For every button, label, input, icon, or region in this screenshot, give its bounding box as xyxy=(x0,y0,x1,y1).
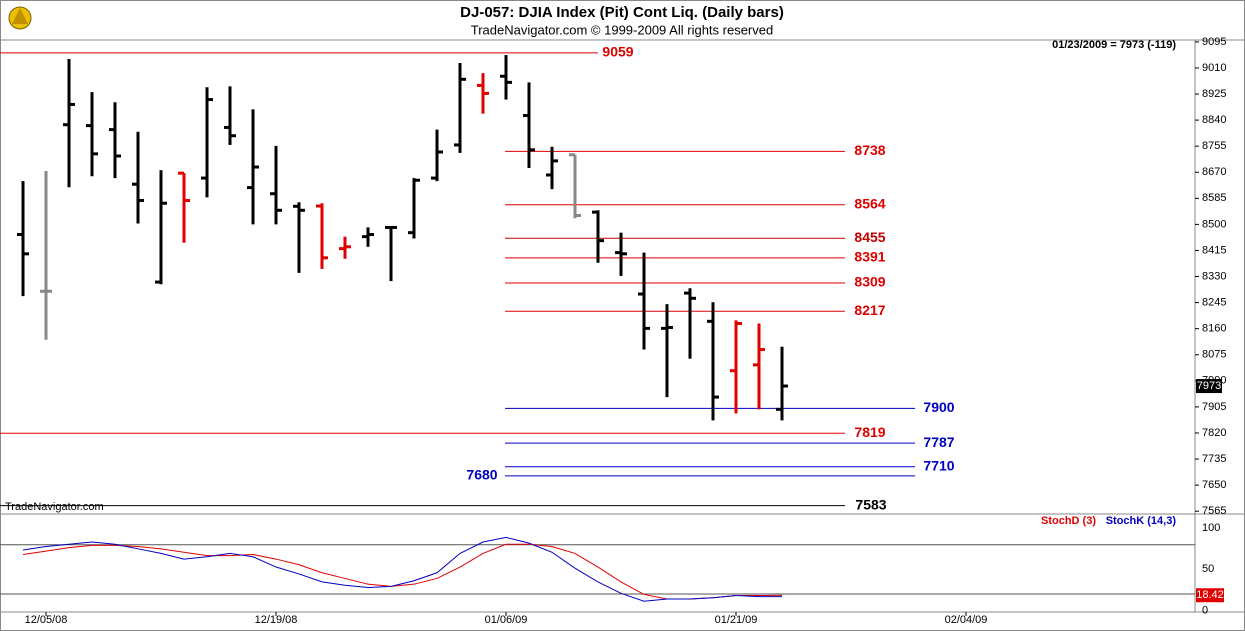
level-label: 7680 xyxy=(466,467,497,483)
legend-entry: StochK (14,3) xyxy=(1106,515,1177,527)
y-tick-label: 100 xyxy=(1202,522,1220,534)
chart-title: DJ-057: DJIA Index (Pit) Cont Liq. (Dail… xyxy=(460,4,784,21)
level-label: 7819 xyxy=(854,424,885,440)
x-tick-label: 01/21/09 xyxy=(715,614,758,626)
y-tick-label: 8075 xyxy=(1202,349,1226,361)
logo xyxy=(8,6,32,30)
y-tick-label: 7565 xyxy=(1202,505,1226,517)
y-tick-label: 7735 xyxy=(1202,453,1226,465)
y-tick-label: 8670 xyxy=(1202,166,1226,178)
y-tick-label: 8755 xyxy=(1202,140,1226,152)
y-tick-label: 8160 xyxy=(1202,323,1226,335)
x-tick-label: 02/04/09 xyxy=(945,614,988,626)
x-tick-label: 12/05/08 xyxy=(25,614,68,626)
y-tick-label: 8330 xyxy=(1202,270,1226,282)
y-tick-label: 9095 xyxy=(1202,36,1226,48)
price-box-label: 7973 xyxy=(1197,380,1221,392)
legend-entry: StochD (3) xyxy=(1041,515,1096,527)
level-label: 7900 xyxy=(923,399,954,415)
y-tick-label: 8245 xyxy=(1202,297,1226,309)
y-tick-label: 50 xyxy=(1202,563,1214,575)
level-label: 8391 xyxy=(854,249,885,265)
y-tick-label: 8585 xyxy=(1202,192,1226,204)
level-label: 7787 xyxy=(923,434,954,450)
price-info: 01/23/2009 = 7973 (-119) xyxy=(1052,39,1176,51)
y-tick-label: 8925 xyxy=(1202,88,1226,100)
y-tick-label: 8500 xyxy=(1202,218,1226,230)
level-label: 9059 xyxy=(602,44,633,60)
level-label: 8217 xyxy=(854,302,885,318)
y-tick-label: 7820 xyxy=(1202,427,1226,439)
level-label: 7583 xyxy=(855,496,886,512)
value-box-label: 18.42 xyxy=(1196,589,1224,601)
level-label: 8309 xyxy=(854,274,885,290)
y-tick-label: 7650 xyxy=(1202,479,1226,491)
x-tick-label: 12/19/08 xyxy=(255,614,298,626)
level-label: 7710 xyxy=(923,457,954,473)
level-label: 8738 xyxy=(854,142,885,158)
stoch-line xyxy=(22,536,782,602)
level-label: 8564 xyxy=(854,195,885,211)
price-box xyxy=(1196,379,1222,394)
value-box xyxy=(1196,588,1224,603)
y-tick-label: 8415 xyxy=(1202,244,1226,256)
y-tick-label: 7905 xyxy=(1202,401,1226,413)
y-tick-label: 9010 xyxy=(1202,62,1226,74)
watermark: TradeNavigator.com xyxy=(5,501,104,513)
chart-subtitle: TradeNavigator.com © 1999-2009 All right… xyxy=(471,22,773,37)
stoch-line xyxy=(22,543,783,600)
x-tick-label: 01/06/09 xyxy=(485,614,528,626)
level-label: 8455 xyxy=(854,229,885,245)
y-tick-label: 8840 xyxy=(1202,114,1226,126)
y-tick-label: 0 xyxy=(1202,604,1208,616)
